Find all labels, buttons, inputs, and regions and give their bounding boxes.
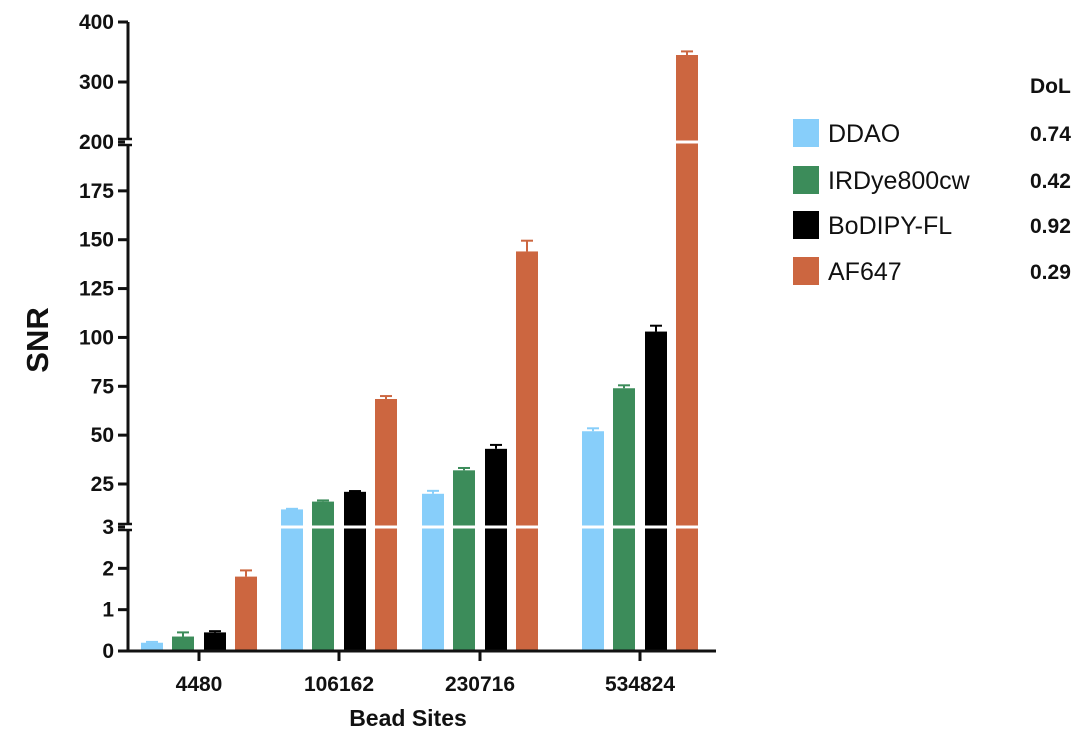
bar-ddao-4480 bbox=[141, 642, 163, 651]
legend-dol-irdye800cw: 0.42 bbox=[1030, 170, 1071, 193]
bar-bodipy-fl-106162 bbox=[344, 491, 366, 651]
bar-irdye800cw-4480 bbox=[172, 636, 194, 651]
y-axis: 0 1 2 3 25 50 75 100 125 150 175 200 300 400 bbox=[79, 11, 132, 663]
y-tick-label: 100 bbox=[79, 326, 114, 349]
y-tick-label: 1 bbox=[102, 599, 114, 622]
y-tick-label: 400 bbox=[79, 11, 114, 34]
bar-af647-4480 bbox=[235, 576, 257, 651]
axis-break-gap bbox=[125, 139, 131, 145]
bar-irdye800cw-230716 bbox=[453, 470, 475, 651]
x-tick-label: 230716 bbox=[445, 673, 515, 696]
bar-af647-106162 bbox=[375, 398, 397, 651]
legend-swatch-af647 bbox=[793, 257, 819, 285]
bar-bodipy-fl-534824 bbox=[645, 331, 667, 651]
legend-label-bodipy-fl: BoDIPY-FL bbox=[828, 212, 952, 240]
legend-swatch-ddao bbox=[793, 119, 819, 147]
bar-bodipy-fl-4480 bbox=[204, 632, 226, 651]
y-tick-label: 2 bbox=[102, 557, 114, 580]
legend-swatch-irdye800cw bbox=[793, 166, 819, 194]
y-tick-label: 200 bbox=[79, 131, 114, 154]
axis-break-gap bbox=[125, 524, 131, 530]
y-tick-label: 0 bbox=[102, 640, 114, 663]
legend-dol-af647: 0.29 bbox=[1030, 261, 1071, 284]
bars bbox=[130, 50, 720, 651]
legend-header: DoL bbox=[1030, 75, 1071, 98]
x-axis-title: Bead Sites bbox=[349, 705, 467, 731]
bar-ddao-106162 bbox=[281, 509, 303, 651]
legend-dol-bodipy-fl: 0.92 bbox=[1030, 215, 1071, 238]
bar-irdye800cw-106162 bbox=[312, 501, 334, 651]
legend-label-ddao: DDAO bbox=[828, 120, 900, 148]
x-tick-label: 106162 bbox=[304, 673, 374, 696]
y-tick-label: 25 bbox=[91, 473, 115, 496]
bar-af647-534824 bbox=[676, 55, 698, 651]
legend-label-af647: AF647 bbox=[828, 258, 902, 286]
legend-label-irdye800cw: IRDye800cw bbox=[828, 167, 971, 195]
y-tick-label: 300 bbox=[79, 71, 114, 94]
y-tick-label: 150 bbox=[79, 229, 114, 252]
y-tick-label: 50 bbox=[91, 424, 114, 447]
y-tick-label: 125 bbox=[79, 278, 114, 301]
y-tick-label: 175 bbox=[79, 180, 114, 203]
bar-ddao-534824 bbox=[582, 431, 604, 651]
bar-af647-230716 bbox=[516, 251, 538, 651]
bar-ddao-230716 bbox=[422, 493, 444, 651]
legend-swatch-bodipy-fl bbox=[793, 211, 819, 239]
bar-bodipy-fl-230716 bbox=[485, 448, 507, 651]
y-tick-label: 3 bbox=[102, 516, 114, 539]
legend-dol-ddao: 0.74 bbox=[1030, 123, 1071, 146]
bar-irdye800cw-534824 bbox=[613, 388, 635, 651]
legend: DoL DDAO 0.74 IRDye800cw 0.42 BoDIPY-FL 0.92 A… bbox=[793, 75, 1071, 286]
x-axis: 4480 106162 230716 534824 bbox=[126, 649, 716, 696]
y-tick-label: 75 bbox=[91, 375, 115, 398]
x-tick-label: 534824 bbox=[605, 673, 675, 696]
y-axis-title: SNR bbox=[20, 307, 55, 372]
x-tick-label: 4480 bbox=[176, 673, 223, 696]
